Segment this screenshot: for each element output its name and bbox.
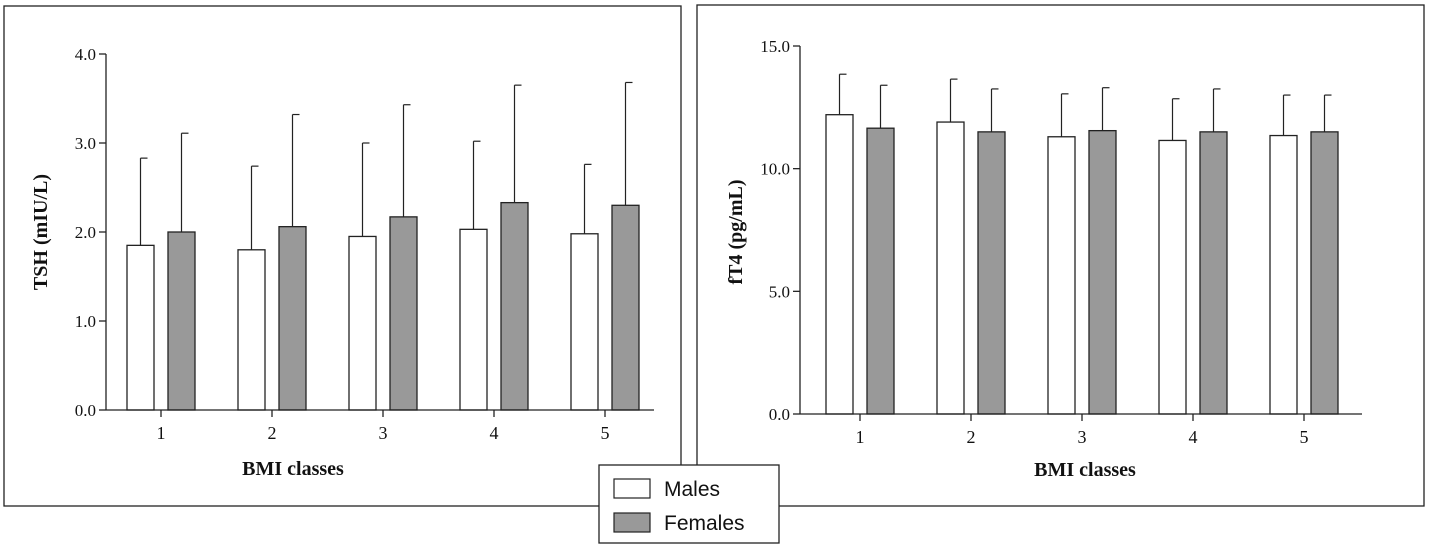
ft4-y-tick-label: 10.0 bbox=[760, 160, 790, 179]
tsh-chart-panel: 0.0 1.0 2.0 3.0 4.0 1 2 3 4 5 BMI classes TSH (mI… bbox=[3, 5, 682, 507]
tsh-x-tick-label: 1 bbox=[157, 423, 166, 443]
ft4-x-tick-label: 5 bbox=[1300, 427, 1309, 447]
ft4-bar-females bbox=[1088, 129, 1117, 415]
tsh-bar-females bbox=[500, 201, 529, 411]
ft4-bar-males bbox=[1047, 136, 1076, 415]
tsh-x-tick-label: 5 bbox=[601, 423, 610, 443]
ft4-chart-panel: 0.0 5.0 10.0 15.0 1 2 3 4 5 BMI classes fT4 (pg/… bbox=[696, 4, 1425, 507]
ft4-x-tick-label: 3 bbox=[1078, 427, 1087, 447]
legend: Males Females bbox=[598, 464, 780, 544]
ft4-x-tick-label: 1 bbox=[856, 427, 865, 447]
ft4-bar-females bbox=[1310, 131, 1339, 415]
tsh-bar-males bbox=[570, 233, 599, 411]
tsh-bar-males bbox=[348, 235, 377, 411]
legend-label-females: Females bbox=[664, 512, 745, 535]
legend-label-males: Males bbox=[664, 478, 720, 501]
tsh-bar-males bbox=[459, 228, 488, 411]
legend-swatch-females bbox=[613, 512, 651, 533]
ft4-bar-males bbox=[936, 121, 965, 415]
ft4-x-tick-label: 2 bbox=[967, 427, 976, 447]
ft4-bar-females bbox=[866, 127, 895, 415]
tsh-bar-females bbox=[611, 204, 640, 411]
ft4-x-axis-title: BMI classes bbox=[1034, 459, 1136, 481]
tsh-y-tick-label: 0.0 bbox=[75, 401, 96, 420]
tsh-x-tick-label: 4 bbox=[490, 423, 499, 443]
ft4-bar-males bbox=[1269, 134, 1298, 415]
ft4-y-tick-label: 15.0 bbox=[760, 37, 790, 56]
ft4-plot-area: 0.0 5.0 10.0 15.0 1 2 3 4 5 bbox=[760, 37, 1362, 447]
tsh-bar-females bbox=[167, 231, 196, 411]
tsh-bar-females bbox=[278, 226, 307, 411]
ft4-y-axis-title: fT4 (pg/mL) bbox=[725, 180, 747, 285]
tsh-bar-females bbox=[389, 216, 418, 411]
tsh-x-tick-label: 3 bbox=[379, 423, 388, 443]
tsh-y-axis-title: TSH (mIU/L) bbox=[30, 174, 52, 290]
tsh-y-tick-label: 1.0 bbox=[75, 312, 96, 331]
ft4-bar-males bbox=[1158, 139, 1187, 415]
ft4-bar-females bbox=[977, 131, 1006, 415]
ft4-y-tick-label: 5.0 bbox=[769, 282, 790, 301]
tsh-x-tick-label: 2 bbox=[268, 423, 277, 443]
ft4-bar-females bbox=[1199, 131, 1228, 415]
tsh-y-tick-label: 3.0 bbox=[75, 134, 96, 153]
tsh-bar-males bbox=[126, 244, 155, 411]
ft4-bar-males bbox=[825, 114, 854, 415]
tsh-y-tick-label: 4.0 bbox=[75, 45, 96, 64]
ft4-y-tick-label: 0.0 bbox=[769, 405, 790, 424]
tsh-plot-area: 0.0 1.0 2.0 3.0 4.0 1 2 3 4 5 bbox=[75, 45, 654, 443]
tsh-x-axis-title: BMI classes bbox=[242, 458, 344, 480]
tsh-y-tick-label: 2.0 bbox=[75, 223, 96, 242]
ft4-x-tick-label: 4 bbox=[1189, 427, 1198, 447]
legend-swatch-males bbox=[613, 478, 651, 499]
tsh-panel-border bbox=[3, 5, 682, 507]
tsh-bar-males bbox=[237, 249, 266, 411]
